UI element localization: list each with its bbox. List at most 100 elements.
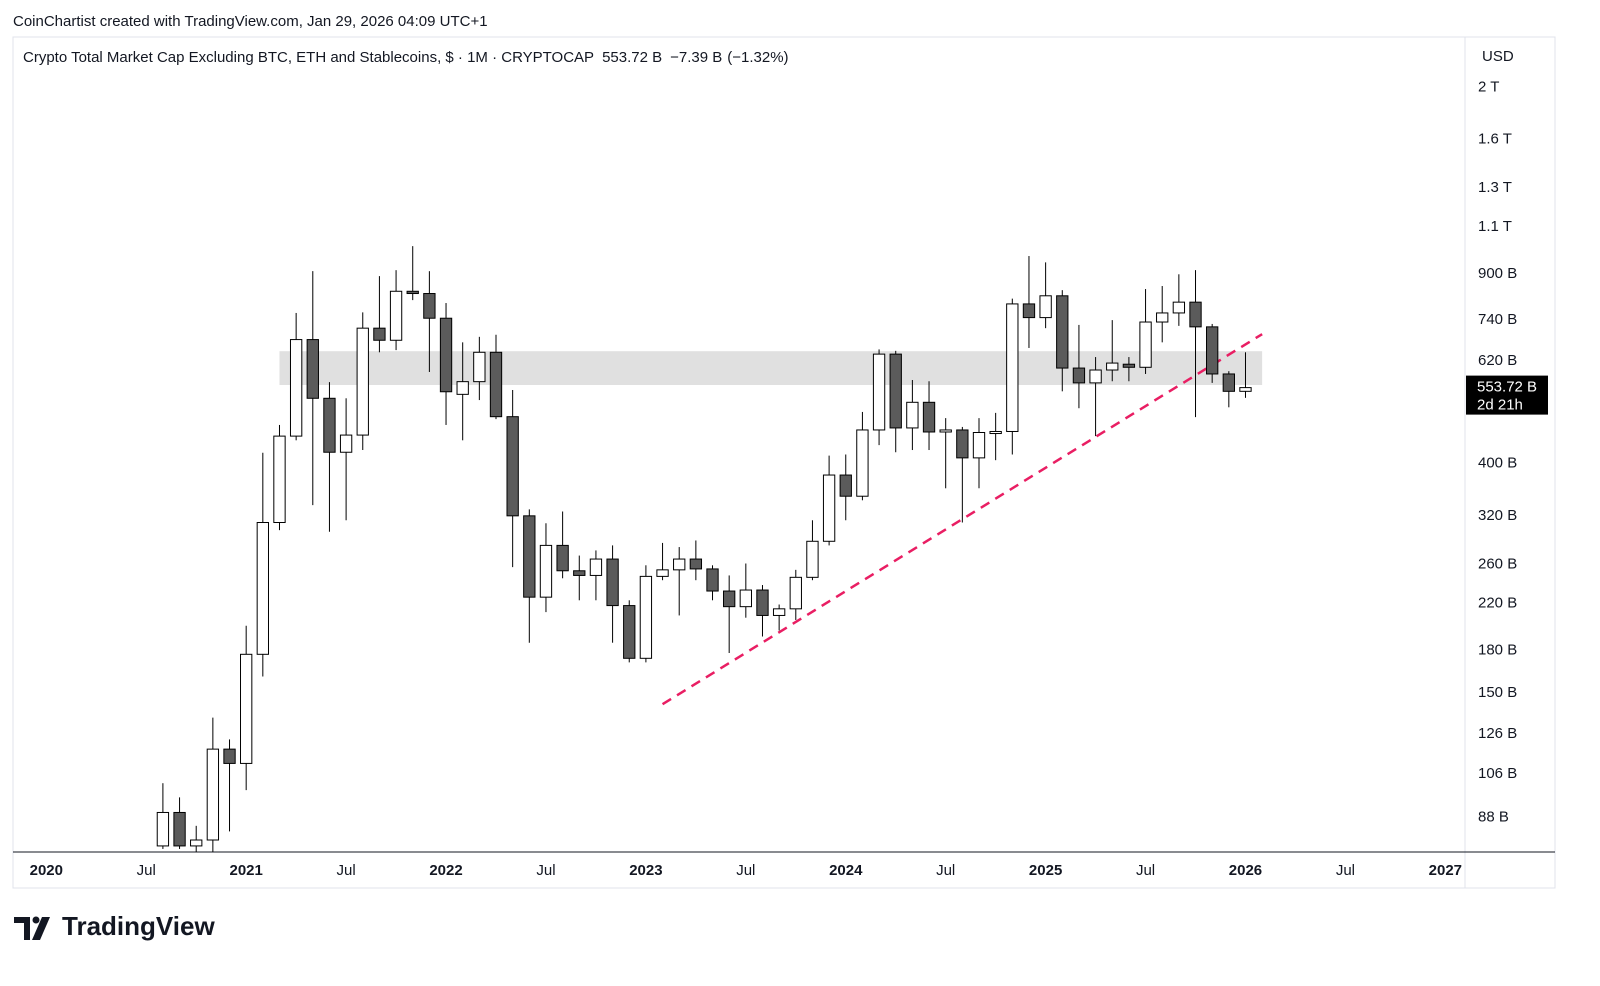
brand-logo: TradingView	[14, 911, 215, 941]
candle-body	[273, 435, 286, 524]
candle-body	[1156, 312, 1169, 323]
last-price-label: 553.72 B	[1477, 379, 1537, 396]
candle-body	[956, 429, 969, 459]
candle-body	[589, 558, 603, 576]
x-tick-label: Jul	[736, 862, 755, 879]
candle-body	[839, 474, 852, 497]
trend-line	[661, 333, 1263, 706]
x-tick-label: 2022	[429, 862, 462, 879]
y-tick-label: 320 B	[1478, 507, 1517, 524]
candle-body	[323, 397, 336, 453]
change: −7.39 B	[670, 49, 722, 66]
y-tick-label: 106 B	[1478, 765, 1517, 782]
candle-body	[806, 540, 819, 578]
x-tick-label: 2023	[629, 862, 662, 879]
candle-body	[789, 576, 802, 610]
y-tick-label: 220 B	[1478, 594, 1517, 611]
candle-body	[406, 290, 419, 295]
y-tick-label: 180 B	[1478, 641, 1517, 658]
candle-body	[639, 575, 653, 659]
x-tick-label: Jul	[1336, 862, 1355, 879]
candle-body	[539, 544, 553, 598]
candle-body	[1072, 367, 1086, 384]
candle-body	[1006, 303, 1019, 432]
candle-body	[523, 515, 536, 598]
y-tick-label: 400 B	[1478, 455, 1517, 472]
y-tick-label: 150 B	[1478, 684, 1517, 701]
candle-body	[906, 401, 919, 429]
x-tick-label: 2024	[829, 862, 863, 879]
x-tick-label: Jul	[137, 862, 156, 879]
candle-body	[1022, 303, 1036, 319]
candle-body	[972, 432, 986, 459]
candle-body	[1222, 373, 1235, 392]
candle-body	[206, 748, 220, 841]
candle-body	[822, 474, 836, 542]
y-tick-label: 900 B	[1478, 265, 1517, 282]
credit: CoinChartist created with TradingView.co…	[13, 13, 488, 30]
logo-mark	[14, 917, 30, 940]
logo-dot	[32, 916, 40, 924]
candle-body	[506, 416, 519, 517]
candle-body	[373, 327, 386, 341]
candle-body	[606, 558, 619, 607]
candle-body	[190, 839, 203, 847]
y-tick-label: 260 B	[1478, 555, 1517, 572]
logo-slash	[32, 917, 50, 940]
y-tick-label: 126 B	[1478, 725, 1517, 742]
x-tick-label: Jul	[1136, 862, 1155, 879]
last-price-box	[1466, 375, 1548, 415]
candle-body	[156, 811, 170, 847]
candle-body	[1139, 321, 1152, 368]
candle-body	[289, 339, 303, 437]
change-percent: (−1.32%)	[727, 49, 788, 66]
countdown-label: 2d 21h	[1477, 397, 1523, 414]
candle-body	[256, 522, 269, 655]
x-tick-label: 2025	[1029, 862, 1062, 879]
symbol: Crypto Total Market Cap Excluding BTC, E…	[23, 49, 594, 66]
currency: USD	[1482, 48, 1514, 65]
candle-body	[673, 558, 686, 571]
candle-body	[756, 589, 769, 616]
candle-body	[872, 353, 886, 431]
candle-body	[423, 293, 436, 319]
candle-body	[1089, 369, 1102, 384]
candle-body	[439, 317, 453, 393]
y-tick-label: 88 B	[1478, 809, 1509, 826]
last-price: 553.72 B	[602, 49, 662, 66]
x-tick-label: Jul	[536, 862, 555, 879]
y-tick-label: 1.6 T	[1478, 130, 1512, 147]
y-tick-label: 1.3 T	[1478, 179, 1512, 196]
y-tick-label: 2 T	[1478, 78, 1499, 95]
candle-body	[223, 748, 236, 764]
candle-body	[939, 429, 952, 433]
x-tick-label: Jul	[936, 862, 955, 879]
legend: Crypto Total Market Cap Excluding BTC, E…	[23, 49, 789, 66]
candle-body	[1122, 363, 1136, 368]
candle-body	[723, 590, 736, 608]
candle-body	[706, 568, 719, 592]
plot	[156, 246, 1263, 852]
x-tick-label: 2021	[229, 862, 262, 879]
candle-body	[772, 608, 786, 616]
x-tick-label: 2026	[1229, 862, 1262, 879]
candle-body	[573, 570, 586, 576]
candle-body	[856, 429, 869, 497]
brand-name: TradingView	[62, 911, 215, 941]
candle-body	[623, 605, 636, 659]
candle-body	[989, 430, 1002, 435]
candle-body	[1206, 326, 1219, 375]
candle-body	[339, 434, 353, 453]
candle-body	[1239, 387, 1252, 392]
candle-body	[306, 339, 319, 399]
candle-body	[922, 401, 936, 433]
y-tick-label: 620 B	[1478, 352, 1517, 369]
candle-body	[889, 353, 902, 429]
candle-body	[1106, 362, 1119, 371]
candle-body	[389, 290, 403, 341]
y-tick-label: 740 B	[1478, 311, 1517, 328]
candle-body	[1039, 295, 1052, 319]
